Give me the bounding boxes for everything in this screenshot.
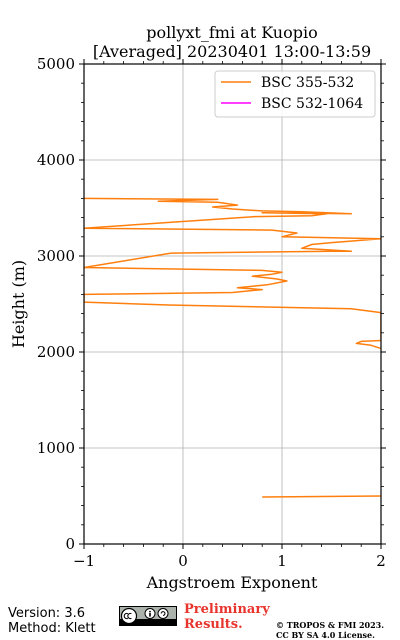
plot-frame bbox=[83, 63, 382, 545]
legend-label-0: BSC 355-532 bbox=[261, 75, 354, 91]
y-tick-label: 4000 bbox=[37, 151, 75, 169]
copyright-line-1: © TROPOS & FMI 2023. bbox=[276, 620, 385, 630]
legend-label-1: BSC 532-1064 bbox=[261, 96, 363, 112]
preliminary-notice: Preliminary Results. bbox=[184, 602, 270, 632]
y-axis-label: Height (m) bbox=[9, 260, 28, 348]
copyright-line-2: CC BY SA 4.0 License. bbox=[276, 630, 375, 640]
y-tick-label: 2000 bbox=[37, 343, 75, 361]
chart-title: pollyxt_fmi at Kuopio bbox=[146, 23, 317, 42]
cc-license-badge-icon bbox=[119, 606, 177, 626]
series-layer bbox=[84, 197, 381, 498]
y-tick-label: 3000 bbox=[37, 247, 75, 265]
x-axis-label: Angstroem Exponent bbox=[146, 573, 318, 592]
preliminary-line-1: Preliminary bbox=[184, 602, 270, 617]
x-tick-label: 1 bbox=[277, 552, 287, 570]
version-text: Version: 3.6 bbox=[8, 606, 85, 621]
x-tick-label: −1 bbox=[73, 552, 95, 570]
chart-subtitle: [Averaged] 20230401 13:00-13:59 bbox=[93, 42, 371, 61]
copyright-notice: © TROPOS & FMI 2023. CC BY SA 4.0 Licens… bbox=[276, 620, 384, 640]
chart: pollyxt_fmi at Kuopio [Averaged] 2023040… bbox=[9, 23, 386, 592]
y-tick-label: 1000 bbox=[37, 439, 75, 457]
preliminary-line-2: Results. bbox=[184, 617, 243, 632]
y-tick-label: 5000 bbox=[37, 55, 75, 73]
legend: BSC 355-532 BSC 532-1064 bbox=[214, 70, 376, 118]
x-tick-label: 2 bbox=[376, 552, 386, 570]
legend-box bbox=[214, 70, 376, 118]
grid bbox=[84, 64, 381, 544]
y-tick-label: 0 bbox=[65, 535, 75, 553]
series-line-0 bbox=[84, 197, 381, 498]
method-text: Method: Klett bbox=[8, 621, 96, 636]
x-tick-label: 0 bbox=[178, 552, 188, 570]
